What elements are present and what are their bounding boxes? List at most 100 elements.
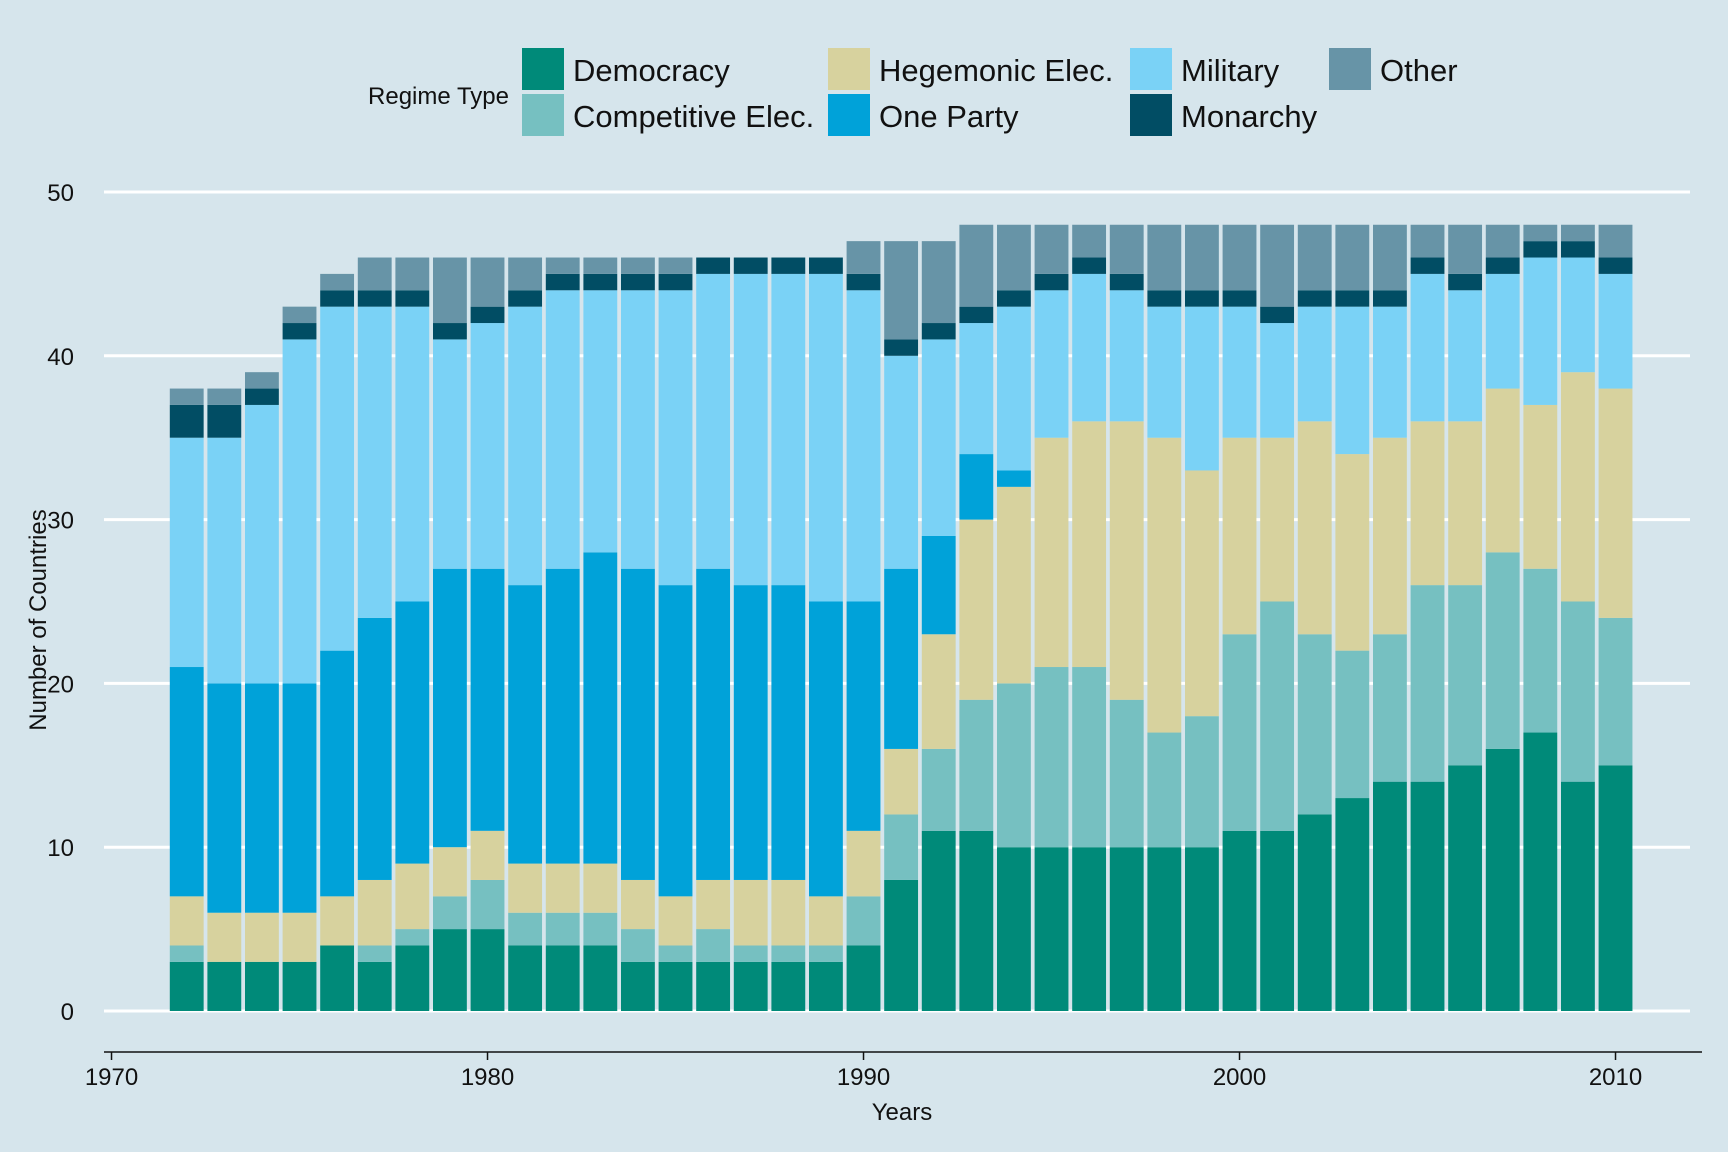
bar-segment-democracy2009 xyxy=(1561,781,1595,1011)
bar-segment-democracy1989 xyxy=(809,961,843,1011)
bar-segment-other1997 xyxy=(1109,224,1144,274)
bar-segment-other2007 xyxy=(1485,224,1520,258)
bar-segment-hegemonic-elec-2005 xyxy=(1410,421,1445,586)
bar-segment-other1978 xyxy=(395,257,430,291)
bar-segment-hegemonic-elec-1985 xyxy=(658,896,693,946)
bar-segment-other2008 xyxy=(1523,224,1558,242)
bar-segment-democracy1979 xyxy=(433,929,467,1011)
bar-segment-democracy1984 xyxy=(621,961,655,1011)
bar-segment-democracy2003 xyxy=(1335,798,1370,1011)
bar-segment-other1974 xyxy=(245,372,279,389)
bar-segment-other2002 xyxy=(1297,224,1332,291)
bar-segment-hegemonic-elec-1980 xyxy=(470,830,505,880)
bar-segment-hegemonic-elec-2009 xyxy=(1561,372,1595,602)
bar-segment-hegemonic-elec-2007 xyxy=(1485,388,1520,553)
bar-segment-competitive-elec-1990 xyxy=(846,896,881,946)
bar-segment-democracy1988 xyxy=(771,961,806,1011)
bar-segment-other2010 xyxy=(1598,224,1633,258)
bar-segment-military2000 xyxy=(1222,306,1257,438)
bar-segment-competitive-elec-2008 xyxy=(1523,568,1558,733)
bar-segment-monarchy2003 xyxy=(1335,290,1370,307)
bar-segment-competitive-elec-2007 xyxy=(1485,552,1520,749)
bar-segment-other2009 xyxy=(1561,224,1595,242)
y-tick-label: 50 xyxy=(47,180,74,207)
bar-segment-democracy1985 xyxy=(658,961,693,1011)
bar-segment-military2010 xyxy=(1598,273,1633,389)
legend-label: Democracy xyxy=(573,53,730,88)
bar-segment-competitive-elec-1993 xyxy=(959,699,994,831)
bar-segment-democracy1978 xyxy=(395,945,430,1011)
bar-segment-hegemonic-elec-1998 xyxy=(1147,437,1182,733)
bar-segment-democracy2006 xyxy=(1448,765,1483,1011)
bar-segment-other1993 xyxy=(959,224,994,307)
bar-segment-other1981 xyxy=(508,257,543,291)
bar-segment-monarchy1978 xyxy=(395,290,430,307)
bar-segment-competitive-elec-2004 xyxy=(1373,634,1407,782)
bar-segment-military1999 xyxy=(1185,306,1219,471)
bar-segment-monarchy1984 xyxy=(621,273,655,291)
legend-swatch xyxy=(522,48,564,90)
bar-segment-democracy2010 xyxy=(1598,765,1633,1011)
bar-segment-monarchy2009 xyxy=(1561,241,1595,258)
bar-segment-other1977 xyxy=(357,257,392,291)
bar-segment-hegemonic-elec-2008 xyxy=(1523,404,1558,569)
bar-segment-hegemonic-elec-1972 xyxy=(169,896,204,946)
bar-segment-hegemonic-elec-1993 xyxy=(959,519,994,700)
bar-segment-democracy1999 xyxy=(1185,847,1219,1011)
bar-segment-military1990 xyxy=(846,290,881,602)
bar-segment-one-party1985 xyxy=(658,585,693,897)
bar-segment-competitive-elec-1994 xyxy=(997,683,1031,848)
bar-segment-hegemonic-elec-1996 xyxy=(1072,421,1107,668)
bar-segment-military2001 xyxy=(1260,323,1295,438)
axes: 0 10 20 30 40 50 1970 1980 1990 2000 2010 xyxy=(47,180,1702,1091)
bar-segment-hegemonic-elec-2002 xyxy=(1297,421,1332,635)
bar-segment-one-party1991 xyxy=(884,568,919,749)
legend-title: Regime Type xyxy=(368,83,509,110)
bar-segment-monarchy1991 xyxy=(884,339,919,356)
bar-segment-other1973 xyxy=(207,388,242,405)
bar-segment-hegemonic-elec-2003 xyxy=(1335,454,1370,651)
bar-segment-competitive-elec-1986 xyxy=(696,929,731,962)
bar-segment-democracy1990 xyxy=(846,945,881,1011)
bar-segment-monarchy2007 xyxy=(1485,257,1520,274)
legend-swatch xyxy=(522,94,564,136)
bar-segment-competitive-elec-1984 xyxy=(621,929,655,962)
x-tick-label: 1970 xyxy=(85,1064,138,1091)
bar-segment-military1974 xyxy=(245,404,279,684)
bar-segment-one-party1979 xyxy=(433,568,467,848)
x-tick-label: 1990 xyxy=(837,1064,890,1091)
bar-segment-military2005 xyxy=(1410,273,1445,422)
bar-segment-competitive-elec-1997 xyxy=(1109,699,1144,848)
bar-segment-monarchy2005 xyxy=(1410,257,1445,274)
bar-segment-monarchy1983 xyxy=(583,273,618,291)
bar-segment-hegemonic-elec-1983 xyxy=(583,863,618,913)
bar-segment-military2003 xyxy=(1335,306,1370,455)
bar-segment-military1998 xyxy=(1147,306,1182,438)
bar-segment-competitive-elec-2006 xyxy=(1448,585,1483,766)
bar-segment-monarchy1977 xyxy=(357,290,392,307)
bar-segment-competitive-elec-1996 xyxy=(1072,667,1107,848)
bar-segment-monarchy2004 xyxy=(1373,290,1407,307)
bar-segment-other1985 xyxy=(658,257,693,274)
bar-segment-military1984 xyxy=(621,290,655,569)
bar-segment-democracy1992 xyxy=(921,830,956,1011)
bar-segment-hegemonic-elec-1973 xyxy=(207,912,242,962)
legend-swatch xyxy=(1130,94,1172,136)
legend-swatch xyxy=(828,94,870,136)
bar-segment-one-party1976 xyxy=(320,650,355,897)
x-tick-label: 2000 xyxy=(1213,1064,1266,1091)
bar-segment-hegemonic-elec-1986 xyxy=(696,879,731,930)
bar-segment-one-party1990 xyxy=(846,601,881,831)
bar-segment-one-party1975 xyxy=(282,683,317,913)
y-tick-label: 10 xyxy=(47,835,74,862)
bar-segment-one-party1983 xyxy=(583,552,618,864)
bar-segment-military1997 xyxy=(1109,290,1144,422)
y-tick-label: 20 xyxy=(47,671,74,698)
bar-segment-hegemonic-elec-1976 xyxy=(320,896,355,946)
bar-segment-monarchy1998 xyxy=(1147,290,1182,307)
bar-segment-monarchy1999 xyxy=(1185,290,1219,307)
bar-segment-one-party1978 xyxy=(395,601,430,864)
bar-segment-other1980 xyxy=(470,257,505,307)
bar-segment-hegemonic-elec-1984 xyxy=(621,879,655,930)
bar-segment-competitive-elec-2002 xyxy=(1297,634,1332,815)
